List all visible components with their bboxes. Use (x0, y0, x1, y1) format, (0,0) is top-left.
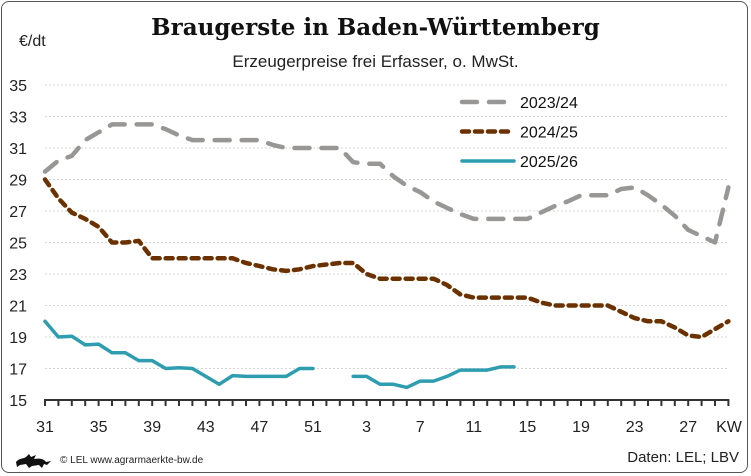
legend-label: 2023/24 (520, 95, 578, 112)
chart-subtitle: Erzeugerpreise frei Erfasser, o. MwSt. (232, 52, 519, 71)
y-tick-label: 23 (9, 267, 27, 284)
y-tick-label: 29 (9, 173, 27, 190)
y-tick-label: 15 (9, 393, 27, 410)
series-line-2023-24 (42, 122, 731, 245)
y-tick-label: 33 (9, 110, 27, 127)
x-tick-label: 7 (416, 419, 425, 436)
y-tick-label: 17 (9, 362, 27, 379)
legend-label: 2024/25 (520, 125, 578, 142)
series-line-2025-26 (43, 319, 315, 387)
x-tick-label: 11 (465, 419, 482, 436)
lion-logo-icon (16, 454, 51, 468)
y-tick-label: 35 (9, 78, 27, 95)
x-tick-label: 23 (626, 419, 644, 436)
y-tick-label: 25 (9, 236, 27, 253)
x-axis-label: KW (716, 419, 743, 436)
y-tick-label: 21 (9, 299, 27, 316)
series-line-2024-25 (42, 177, 731, 340)
x-tick-label: 15 (519, 419, 537, 436)
x-tick-label: 35 (90, 419, 108, 436)
data-source-text: Daten: LEL; LBV (627, 449, 739, 466)
legend-label: 2025/26 (520, 154, 578, 171)
copyright-text: © LEL www.agrarmaerkte-bw.de (60, 455, 204, 466)
y-tick-label: 31 (9, 141, 27, 158)
x-tick-label: 31 (36, 419, 54, 436)
x-tick-label: 47 (251, 419, 269, 436)
x-tick-label: 27 (679, 419, 697, 436)
y-tick-label: 27 (9, 204, 27, 221)
y-tick-label: 19 (9, 330, 27, 347)
x-tick-label: 51 (304, 419, 322, 436)
series-line-2025-26 (351, 365, 516, 390)
chart-title: Braugerste in Baden-Württemberg (151, 14, 600, 41)
x-tick-label: 39 (143, 419, 161, 436)
x-tick-label: 43 (197, 419, 215, 436)
y-axis-unit: €/dt (19, 33, 46, 50)
x-tick-label: 19 (572, 419, 590, 436)
x-tick-label: 3 (362, 419, 371, 436)
